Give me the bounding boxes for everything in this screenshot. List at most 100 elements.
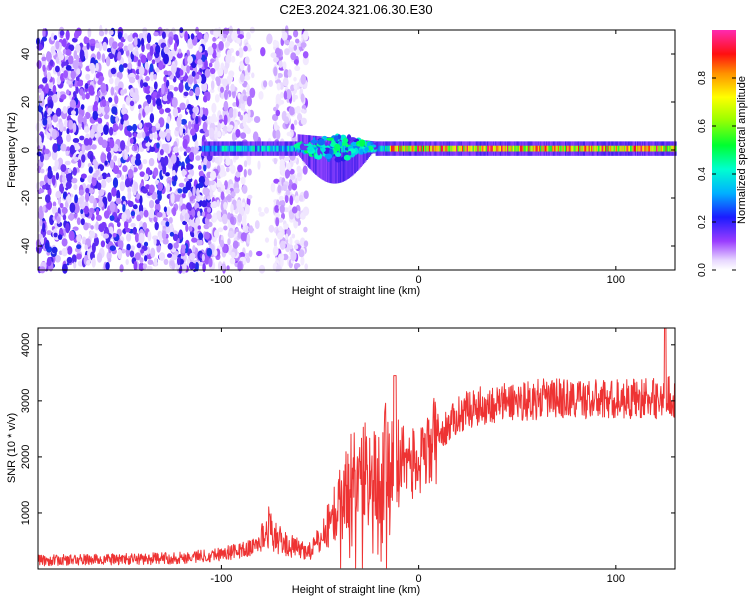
noise-cell	[37, 112, 43, 122]
noise-cell	[136, 132, 142, 139]
signal-core-cell	[634, 145, 637, 152]
signal-core-cell	[208, 145, 211, 152]
snr-panel: -100 0 100 1000 2000 3000 4000 Height of stra…	[6, 327, 676, 596]
signal-core-cell	[472, 145, 475, 152]
noise-cell	[148, 157, 155, 167]
noise-cell	[121, 248, 126, 254]
noise-cell	[85, 37, 90, 44]
noise-cell	[62, 106, 67, 114]
noise-cell	[197, 225, 201, 230]
noise-cell	[246, 196, 251, 207]
noise-cell	[67, 246, 73, 255]
noise-cell	[117, 51, 122, 61]
noise-cell	[206, 160, 211, 169]
signal-core-cell	[409, 145, 412, 152]
signal-core-cell	[385, 145, 387, 152]
signal-core-cell	[466, 145, 469, 152]
signal-blob	[334, 156, 342, 163]
noise-cell	[127, 191, 132, 201]
noise-cell	[242, 121, 247, 128]
noise-cell	[276, 82, 281, 91]
noise-cell	[287, 69, 292, 78]
noise-cell	[230, 191, 236, 198]
noise-cell	[80, 104, 85, 110]
noise-cell	[132, 92, 136, 103]
signal-core-cell	[667, 145, 670, 152]
noise-cell	[296, 165, 302, 173]
noise-cell	[48, 91, 54, 96]
noise-cell	[149, 45, 154, 57]
y-tick-label: -20	[20, 190, 32, 206]
noise-cell	[171, 63, 177, 74]
noise-cell	[206, 207, 212, 213]
noise-cell	[68, 55, 74, 65]
noise-cell	[232, 108, 237, 119]
signal-core-cell	[238, 145, 240, 152]
signal-core-cell	[202, 145, 205, 152]
noise-cell	[173, 34, 179, 41]
signal-core-cell	[218, 145, 220, 152]
noise-cell	[193, 146, 198, 156]
noise-cell	[238, 47, 244, 58]
noise-cell	[97, 182, 102, 191]
noise-cell	[163, 70, 168, 76]
noise-cell	[278, 195, 284, 201]
noise-cell	[178, 48, 182, 54]
noise-cell	[226, 265, 230, 271]
noise-cell	[153, 31, 159, 37]
signal-core-cell	[341, 144, 343, 153]
signal-blob	[342, 137, 349, 144]
signal-core-cell	[546, 145, 548, 152]
y-tick-label: 4000	[20, 333, 32, 357]
noise-cell	[275, 103, 279, 109]
noise-cell	[289, 41, 295, 48]
signal-core-cell	[380, 145, 382, 152]
noise-cell	[223, 33, 228, 39]
signal-core-cell	[654, 145, 657, 152]
noise-cell	[101, 179, 107, 189]
signal-core-cell	[415, 145, 418, 152]
noise-cell	[147, 231, 152, 242]
noise-cell	[100, 82, 107, 94]
signal-core-cell	[213, 145, 216, 152]
signal-core-cell	[210, 145, 212, 152]
noise-cell	[149, 71, 155, 82]
signal-core-cell	[652, 145, 655, 152]
noise-cell	[214, 133, 218, 140]
noise-cell	[293, 30, 299, 38]
signal-core-cell	[569, 145, 572, 152]
signal-core-cell	[660, 145, 663, 152]
signal-core-cell	[557, 145, 560, 152]
noise-cell	[195, 217, 201, 226]
noise-cell	[290, 84, 295, 92]
signal-core-cell	[250, 145, 252, 152]
signal-core-cell	[284, 145, 287, 152]
noise-cell	[242, 225, 246, 231]
noise-cell	[189, 43, 194, 49]
noise-cell	[103, 114, 110, 120]
signal-core-cell	[664, 145, 666, 152]
signal-core-cell	[259, 145, 262, 152]
signal-core-cell	[215, 145, 218, 152]
x-tick-label: -100	[210, 573, 232, 585]
signal-core-cell	[424, 145, 426, 152]
noise-cell	[180, 118, 187, 125]
noise-cell	[163, 76, 167, 83]
noise-cell	[263, 80, 268, 88]
signal-core-cell	[598, 145, 600, 152]
noise-cell	[231, 132, 236, 142]
signal-core-cell	[542, 145, 545, 152]
noise-cell	[293, 44, 298, 52]
noise-cell	[45, 194, 51, 204]
noise-cell	[62, 38, 67, 48]
noise-cell	[219, 239, 225, 248]
noise-cell	[42, 117, 48, 126]
noise-cell	[88, 187, 94, 194]
noise-cell	[80, 218, 85, 226]
signal-core-cell	[459, 145, 462, 152]
noise-cell	[214, 94, 220, 103]
signal-core-cell	[294, 145, 296, 152]
signal-envelope-cell	[354, 139, 356, 174]
noise-cell	[142, 131, 146, 139]
noise-cell	[123, 45, 129, 52]
